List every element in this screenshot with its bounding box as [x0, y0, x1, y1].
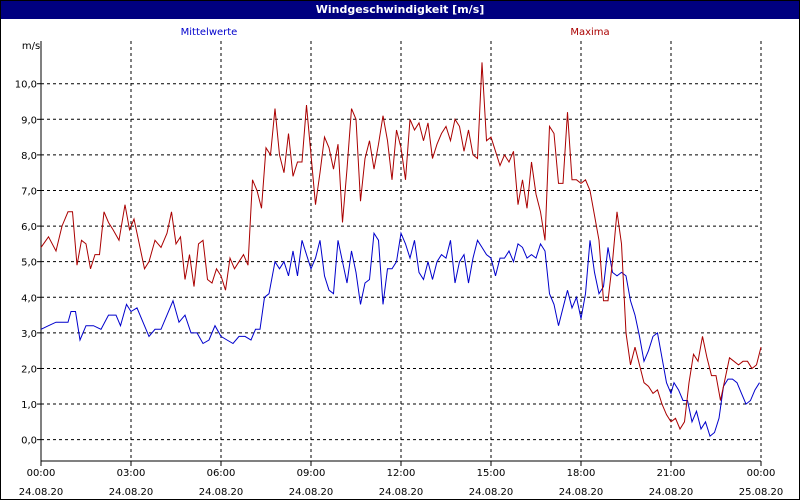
y-tick-label: 7,0	[21, 186, 37, 197]
x-tick-labels: 00:00 24.08.20 03:00 24.08.20 06:00 24.08.20 0…	[19, 468, 784, 498]
grid-lines	[37, 41, 762, 466]
y-tick-label: 6,0	[21, 222, 37, 233]
y-tick-label: 0,0	[21, 436, 37, 447]
x-tick-date: 24.08.20	[289, 487, 334, 498]
x-tick-date: 24.08.20	[199, 487, 244, 498]
legend-mittelwerte: Mittelwerte	[181, 27, 238, 38]
x-tick-time: 00:00	[747, 468, 776, 479]
x-tick-date: 24.08.20	[559, 487, 604, 498]
wind-speed-chart: Mittelwerte Maxima m/s 0,0 1,0 2,0 3,0 4,0 5,…	[15, 27, 784, 498]
y-tick-label: 10,0	[15, 80, 37, 91]
y-tick-label: 1,0	[21, 400, 37, 411]
x-tick-date: 24.08.20	[379, 487, 424, 498]
x-tick-time: 18:00	[567, 468, 596, 479]
x-tick-time: 21:00	[657, 468, 686, 479]
y-tick-labels: 0,0 1,0 2,0 3,0 4,0 5,0 6,0 7,0 8,0 9,0 10,0	[15, 80, 37, 447]
y-tick-label: 3,0	[21, 329, 37, 340]
x-tick-date: 24.08.20	[469, 487, 514, 498]
series-layer	[40, 62, 762, 437]
y-tick-label: 4,0	[21, 293, 37, 304]
x-tick-time: 09:00	[297, 468, 326, 479]
y-tick-label: 5,0	[21, 258, 37, 269]
x-tick-date: 24.08.20	[19, 487, 64, 498]
x-tick-time: 00:00	[27, 468, 56, 479]
y-axis-unit-label: m/s	[22, 41, 40, 52]
series-line-maxima	[40, 62, 762, 431]
y-tick-label: 9,0	[21, 115, 37, 126]
x-tick-date: 24.08.20	[649, 487, 694, 498]
y-tick-label: 2,0	[21, 364, 37, 375]
x-tick-date: 25.08.20	[739, 487, 784, 498]
x-tick-time: 12:00	[387, 468, 416, 479]
legend-maxima: Maxima	[570, 27, 609, 38]
x-tick-time: 06:00	[207, 468, 236, 479]
x-tick-time: 15:00	[477, 468, 506, 479]
x-tick-time: 03:00	[117, 468, 146, 479]
series-line-mittelwerte	[40, 231, 760, 437]
x-tick-date: 24.08.20	[109, 487, 154, 498]
y-tick-label: 8,0	[21, 151, 37, 162]
chart-title: Windgeschwindigkeit [m/s]	[1, 1, 799, 19]
